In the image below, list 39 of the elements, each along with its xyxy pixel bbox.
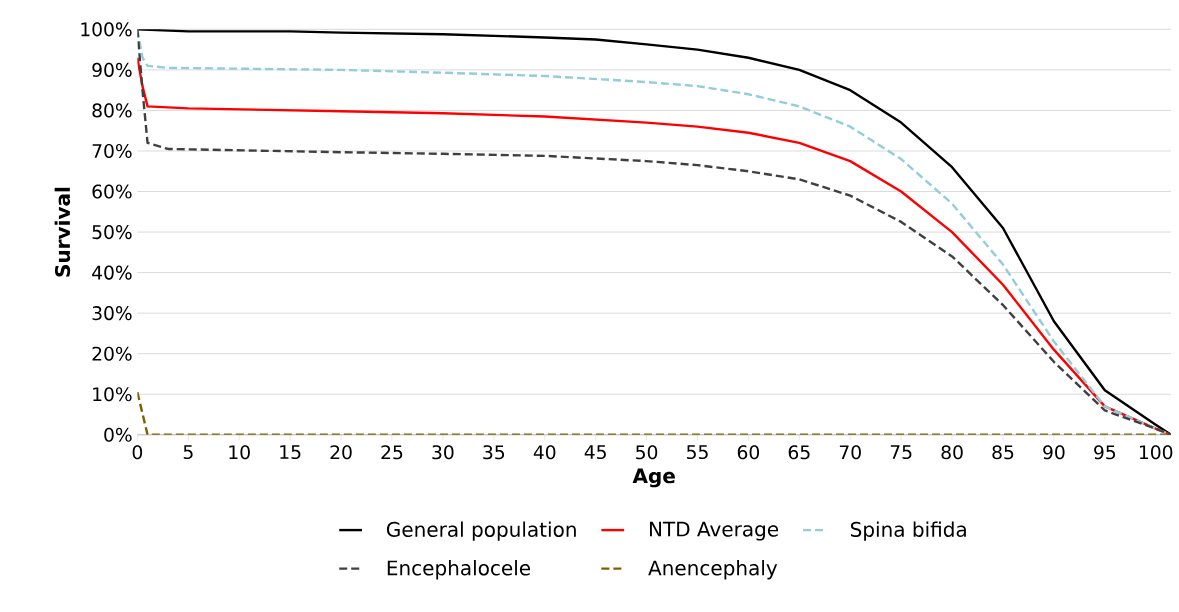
x-tick-label: 15	[280, 445, 301, 459]
x-tick-label: 5	[183, 445, 193, 459]
x-tick-label: 50	[636, 445, 658, 460]
x-tick-label: 80	[941, 445, 963, 460]
y-tick-label: 60%	[92, 184, 132, 199]
x-axis-title: Age	[632, 468, 675, 488]
x-tick-label: 95	[1094, 445, 1116, 460]
y-axis-title: Survival	[54, 187, 71, 277]
x-tick-label: 70	[839, 445, 861, 460]
x-tick-label: 35	[483, 445, 505, 460]
legend-label: Encephalocele	[387, 559, 531, 580]
x-tick-label: 55	[687, 445, 708, 459]
x-tick-label: 90	[1043, 445, 1065, 460]
y-tick-label: 10%	[93, 387, 132, 402]
x-tick-label: 40	[533, 445, 556, 460]
legend-label: General population	[386, 521, 576, 541]
y-tick-label: 100%	[81, 22, 132, 37]
legend-label: NTD Average	[649, 521, 779, 541]
legend-label: Anencephaly	[648, 559, 778, 580]
x-tick-label: 75	[890, 445, 912, 459]
y-tick-label: 70%	[92, 143, 132, 158]
x-tick-label: 30	[432, 445, 454, 460]
x-tick-label: 100	[1139, 445, 1173, 460]
legend-label: Spina bifida	[850, 521, 966, 541]
x-tick-label: 85	[992, 445, 1014, 460]
x-tick-label: 10	[229, 445, 250, 460]
x-tick-label: 25	[381, 445, 403, 460]
x-tick-label: 60	[737, 445, 760, 460]
y-tick-label: 20%	[92, 346, 132, 361]
x-tick-label: 0	[132, 445, 143, 460]
x-tick-label: 45	[584, 445, 606, 459]
y-tick-label: 90%	[92, 62, 132, 77]
y-tick-label: 80%	[92, 103, 132, 118]
y-tick-label: 50%	[92, 224, 132, 240]
x-tick-label: 65	[788, 445, 810, 460]
x-tick-label: 20	[330, 445, 352, 460]
y-tick-label: 40%	[92, 265, 132, 280]
y-tick-label: 30%	[92, 306, 132, 321]
y-tick-label: 0%	[104, 427, 132, 442]
